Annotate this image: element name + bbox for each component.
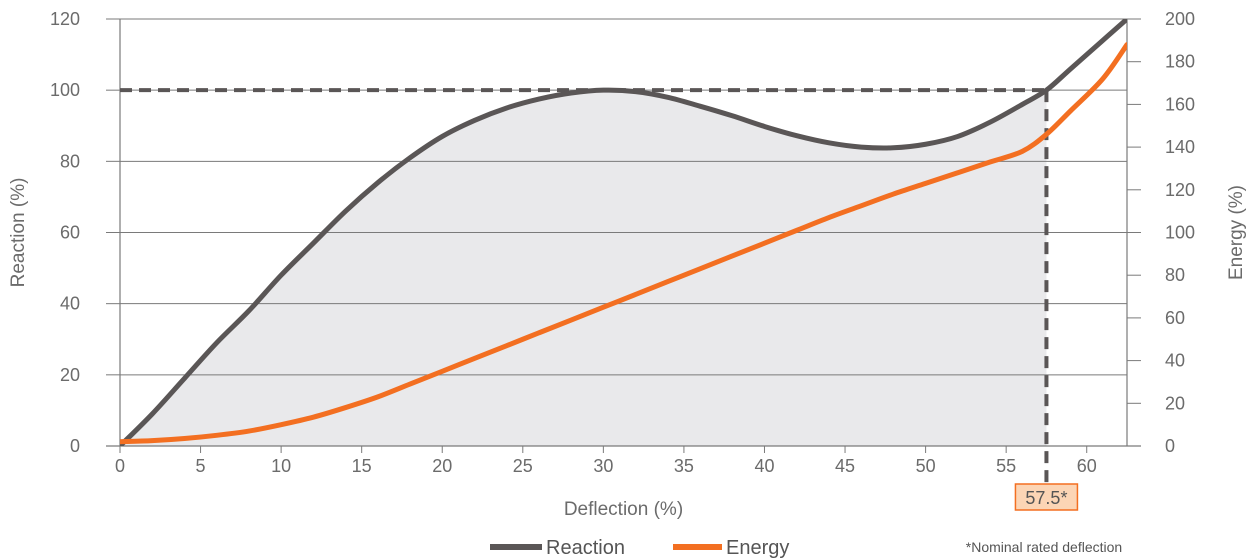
y-left-tick-label: 40	[60, 294, 80, 314]
y-left-tick-label: 60	[60, 223, 80, 243]
y-right-tick-label: 140	[1165, 137, 1195, 157]
x-tick-label: 30	[593, 456, 613, 476]
x-tick-label: 40	[754, 456, 774, 476]
y-left-axis-title: Reaction (%)	[8, 178, 29, 288]
y-right-axis-title: Energy (%)	[1226, 185, 1247, 280]
x-tick-label: 0	[115, 456, 125, 476]
shaded-area	[120, 90, 1047, 446]
y-right-tick-label: 60	[1165, 308, 1185, 328]
series-group	[120, 19, 1127, 446]
x-tick-label: 15	[352, 456, 372, 476]
y-right-tick-label: 40	[1165, 351, 1185, 371]
y-right-tick-label: 20	[1165, 393, 1185, 413]
x-tick-label: 50	[916, 456, 936, 476]
x-tick-labels: 0 5 10 15 20 25 30 35 40 45 50 55 60	[115, 456, 1097, 476]
y-left-tick-label: 100	[50, 80, 80, 100]
y-left-tick-labels: 0 20 40 60 80 100 120	[50, 9, 80, 456]
y-right-tick-label: 0	[1165, 436, 1175, 456]
nominal-deflection-callout: 57.5*	[1014, 483, 1079, 511]
x-tick-label: 20	[432, 456, 452, 476]
x-tick-label: 25	[513, 456, 533, 476]
callout-label: 57.5*	[1025, 488, 1067, 508]
callout-box	[1014, 483, 1079, 511]
y-left-tick-label: 80	[60, 151, 80, 171]
y-left-tick-label: 20	[60, 365, 80, 385]
y-right-tick-labels: 0 20 40 60 80 100 120 140 160 180 200	[1165, 9, 1195, 456]
x-tick-label: 45	[835, 456, 855, 476]
x-tick-label: 55	[996, 456, 1016, 476]
y-right-tick-label: 180	[1165, 52, 1195, 72]
series-line-energy	[120, 42, 1127, 445]
legend-label-energy: Energy	[726, 537, 789, 559]
legend: Reaction Energy	[490, 537, 789, 559]
y-right-tick-label: 100	[1165, 223, 1195, 243]
y-right-tick-label: 160	[1165, 94, 1195, 114]
y-right-tick-label: 200	[1165, 9, 1195, 29]
y-left-tick-label: 0	[70, 436, 80, 456]
x-tick-label: 5	[196, 456, 206, 476]
footnote: *Nominal rated deflection	[966, 539, 1122, 555]
x-tick-label: 10	[271, 456, 291, 476]
x-axis-title: Deflection (%)	[564, 499, 683, 520]
x-tick-label: 60	[1077, 456, 1097, 476]
shaded-area-group	[120, 90, 1047, 446]
y-right-tick-label: 80	[1165, 265, 1185, 285]
y-left-tick-label: 120	[50, 9, 80, 29]
y-right-tick-label: 120	[1165, 180, 1195, 200]
legend-label-reaction: Reaction	[546, 537, 625, 559]
x-tick-label: 35	[674, 456, 694, 476]
series-line-reaction	[120, 19, 1127, 446]
